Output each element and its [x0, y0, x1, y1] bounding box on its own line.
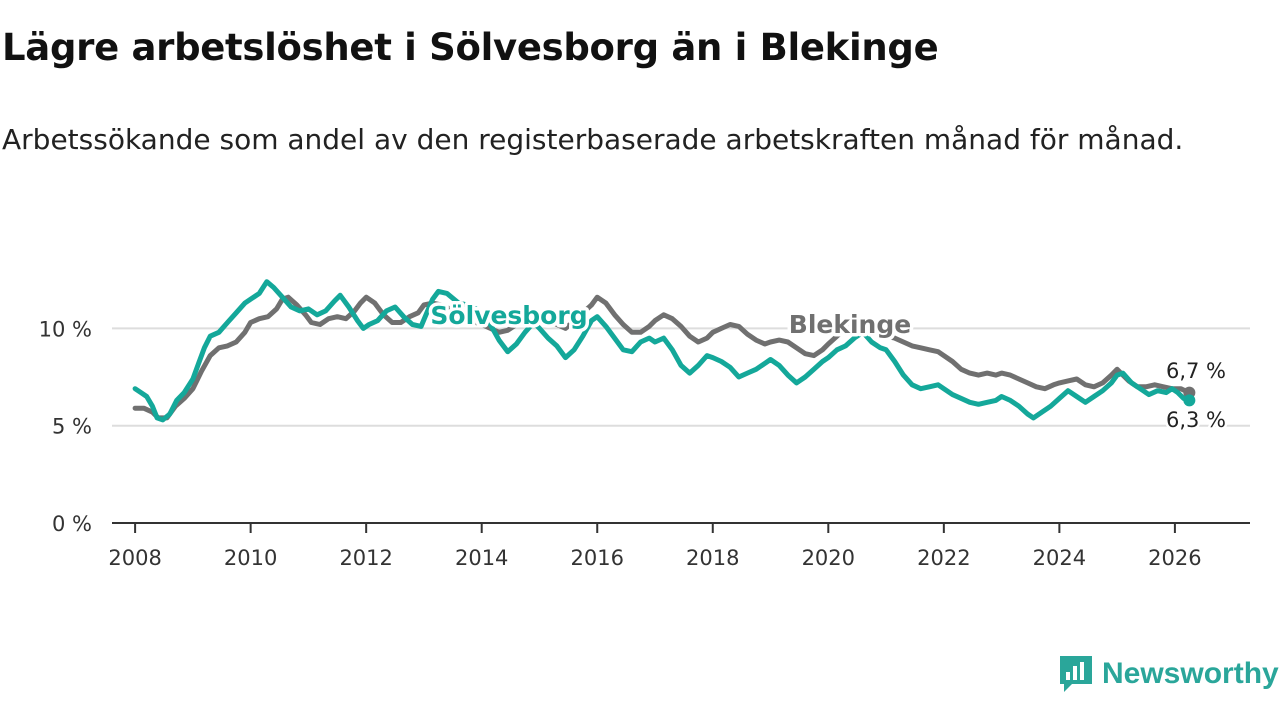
bar-chart-speech-icon	[1060, 656, 1092, 692]
y-tick-label: 0 %	[52, 512, 92, 536]
chart-title: Lägre arbetslöshet i Sölvesborg än i Ble…	[2, 26, 939, 69]
newsworthy-logo: Newsworthy	[1058, 654, 1279, 694]
end-value-label-solvesborg: 6,3 %	[1166, 408, 1226, 432]
x-tick-label: 2016	[571, 546, 624, 570]
axes: 0 % 5 % 10 % 2008 2010 2012 2014 2016 2018 2020 20…	[39, 317, 1250, 570]
y-tick-label: 10 %	[39, 317, 92, 341]
y-tick-label: 5 %	[52, 415, 92, 439]
gridlines	[112, 327, 1250, 427]
x-tick-label: 2014	[455, 546, 508, 570]
series-label-solvesborg: Sölvesborg	[430, 301, 587, 330]
x-tick-label: 2020	[802, 546, 855, 570]
series-labels: Blekinge 6,7 % Sölvesborg 6,3 %	[427, 298, 1229, 435]
logo-text: Newsworthy	[1102, 657, 1279, 690]
x-tick-label: 2026	[1148, 546, 1201, 570]
end-value-label-blekinge: 6,7 %	[1166, 359, 1226, 383]
x-tick-label: 2024	[1033, 546, 1086, 570]
end-point-solvesborg	[1183, 394, 1196, 407]
x-tick-label: 2012	[339, 546, 392, 570]
series-line-blekinge	[132, 294, 1192, 421]
x-tick-label: 2018	[686, 546, 739, 570]
series-label-blekinge: Blekinge	[789, 310, 911, 339]
x-tick-label: 2022	[917, 546, 970, 570]
chart-subtitle: Arbetssökande som andel av den registerb…	[2, 123, 1184, 156]
x-tick-label: 2010	[224, 546, 277, 570]
x-tick-label: 2008	[108, 546, 161, 570]
series-lines	[132, 279, 1196, 423]
series-line-solvesborg	[132, 279, 1192, 423]
